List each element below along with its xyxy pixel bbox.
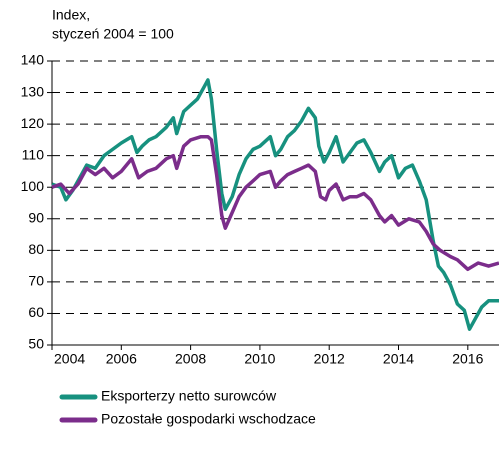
legend-label: Pozostałe gospodarki wschodzace — [101, 411, 316, 427]
x-tick-label: 2008 — [175, 351, 206, 367]
y-tick-label: 110 — [22, 146, 45, 162]
y-tick-label: 100 — [21, 178, 45, 194]
y-tick-label: 70 — [28, 273, 44, 289]
y-axis-label: Index, — [52, 7, 90, 23]
x-tick-label: 2012 — [314, 351, 345, 367]
y-tick-label: 140 — [21, 52, 45, 68]
x-tick-label: 2006 — [106, 351, 137, 367]
line — [51, 134, 499, 272]
y-tick-label: 60 — [28, 304, 44, 320]
y-tick-label: 90 — [28, 209, 44, 225]
y-tick-label: 80 — [28, 241, 44, 257]
y-tick-label: 130 — [21, 83, 45, 99]
y-tick-label: 50 — [28, 336, 44, 352]
x-tick-label: 2016 — [452, 351, 483, 367]
legend-label: Eksporterzy netto surowców — [101, 388, 277, 404]
line — [51, 78, 499, 331]
y-axis-label: styczeń 2004 = 100 — [52, 26, 174, 42]
x-tick-label: 2010 — [244, 351, 275, 367]
y-tick-label: 120 — [21, 115, 45, 131]
x-tick-label: 2014 — [383, 351, 414, 367]
x-tick-label: 2004 — [54, 351, 85, 367]
